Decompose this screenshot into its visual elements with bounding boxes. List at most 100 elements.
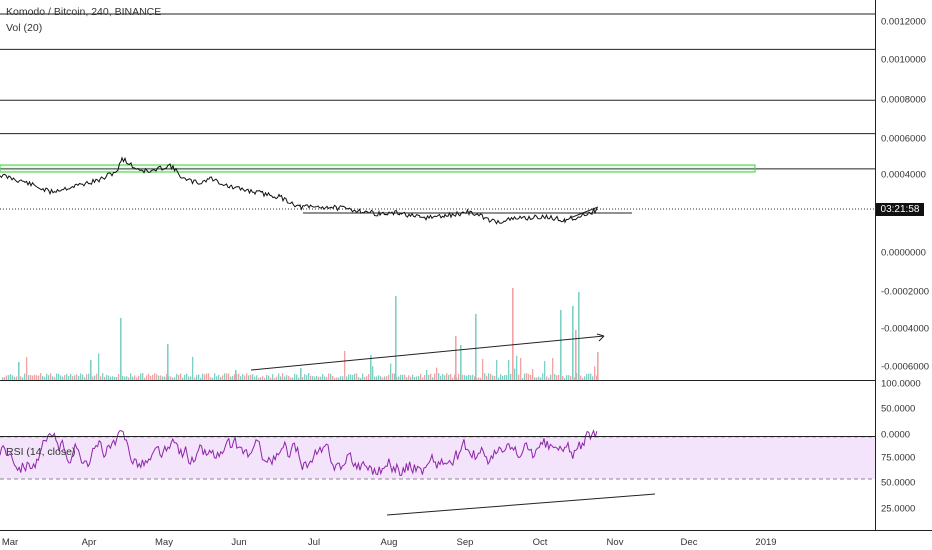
volume-bar (258, 377, 260, 380)
volume-bar (54, 377, 56, 380)
volume-bar (414, 376, 416, 380)
volume-bar (254, 376, 256, 380)
volume-bar (48, 375, 50, 380)
volume-bar (408, 375, 410, 380)
time-axis-tick-label: Apr (82, 537, 97, 548)
volume-bar (72, 376, 74, 380)
volume-bar (332, 375, 334, 380)
volume-bar (542, 373, 544, 380)
price-series-line (0, 156, 598, 225)
volume-bar (92, 376, 94, 380)
volume-bar (346, 376, 348, 380)
volume-bar (396, 377, 398, 380)
volume-bar (360, 377, 362, 380)
volume-bar (422, 377, 424, 380)
volume-bar (488, 373, 490, 380)
volume-bar (352, 374, 354, 380)
volume-bar (112, 376, 114, 380)
volume-bar (70, 373, 72, 380)
volume-bar (284, 376, 286, 380)
rsi-trendline (386, 493, 656, 516)
pane-separator-2[interactable] (0, 436, 875, 437)
rsi-axis-tick-label: 50.0000 (881, 478, 915, 489)
volume-bar (102, 373, 104, 380)
volume-bar (354, 373, 356, 380)
volume-bar (180, 373, 182, 380)
volume-bar (508, 359, 510, 380)
volume-bar (46, 374, 48, 380)
time-axis-tick-label: 2019 (755, 537, 776, 548)
volume-bar (124, 376, 126, 380)
volume-bar (236, 374, 238, 380)
volume-bar (395, 296, 397, 380)
volume-bar (100, 376, 102, 380)
volume-bar (140, 373, 142, 380)
volume-bar (248, 375, 250, 380)
volume-bar (314, 376, 316, 380)
pane-separator-1[interactable] (0, 380, 875, 381)
volume-bar (184, 374, 186, 380)
volume-bar (174, 377, 176, 380)
volume-bar (200, 377, 202, 380)
volume-bar (230, 376, 232, 380)
volume-bar (256, 375, 258, 380)
volume-bar (240, 376, 242, 380)
volume-bar (246, 373, 248, 380)
volume-bar (152, 374, 154, 380)
volume-bar (470, 375, 472, 380)
volume-bar (304, 374, 306, 380)
volume-bar (34, 374, 36, 380)
volume-bar (228, 373, 230, 380)
volume-bar (597, 352, 599, 380)
volume-bar (530, 374, 532, 380)
volume-bar (558, 374, 560, 380)
volume-bar (306, 375, 308, 380)
volume-bar (160, 375, 162, 380)
volume-bar (404, 374, 406, 380)
volume-bar (464, 375, 466, 380)
volume-bar (528, 374, 530, 380)
volume-bar (318, 376, 320, 380)
volume-bar (164, 376, 166, 380)
volume-bar (142, 373, 144, 380)
volume-bar (56, 373, 58, 380)
volume-bar (580, 375, 582, 380)
volume-bar (8, 375, 10, 380)
volume-bar (186, 373, 188, 380)
volume-bar (562, 375, 564, 380)
price-pane (0, 13, 875, 225)
volume-bar (382, 377, 384, 380)
volume-bar (110, 376, 112, 380)
volume-bar (302, 376, 304, 380)
volume-bar (410, 376, 412, 380)
volume-bar (455, 336, 457, 380)
volume-bar (596, 375, 598, 380)
volume-bar (440, 375, 442, 380)
volume-bar (128, 377, 130, 380)
volume-bar (378, 375, 380, 380)
price-axis-labels: 0.0012000 0.0010000 0.0008000 0.0006000 0.00… (881, 17, 929, 515)
volume-bar (460, 345, 462, 380)
volume-bar (78, 375, 80, 380)
volume-bar (252, 374, 254, 380)
volume-bar (496, 359, 498, 380)
volume-bar (172, 377, 174, 380)
volume-bar (330, 373, 332, 380)
mid-pane-tick-label: 0.0000 (881, 430, 910, 441)
volume-bar (484, 373, 486, 380)
volume-bar (42, 375, 44, 380)
volume-bar (520, 358, 522, 380)
price-axis-tick-label: 0.0010000 (881, 55, 926, 66)
volume-bar (146, 375, 148, 380)
volume-bar (400, 374, 402, 380)
volume-bar (216, 376, 218, 380)
rsi-pane (0, 429, 875, 516)
volume-bar (348, 374, 350, 380)
volume-bar (388, 374, 390, 380)
volume-bar (578, 292, 580, 380)
volume-bar (320, 376, 322, 380)
volume-bar (30, 374, 32, 380)
volume-bar (398, 376, 400, 380)
